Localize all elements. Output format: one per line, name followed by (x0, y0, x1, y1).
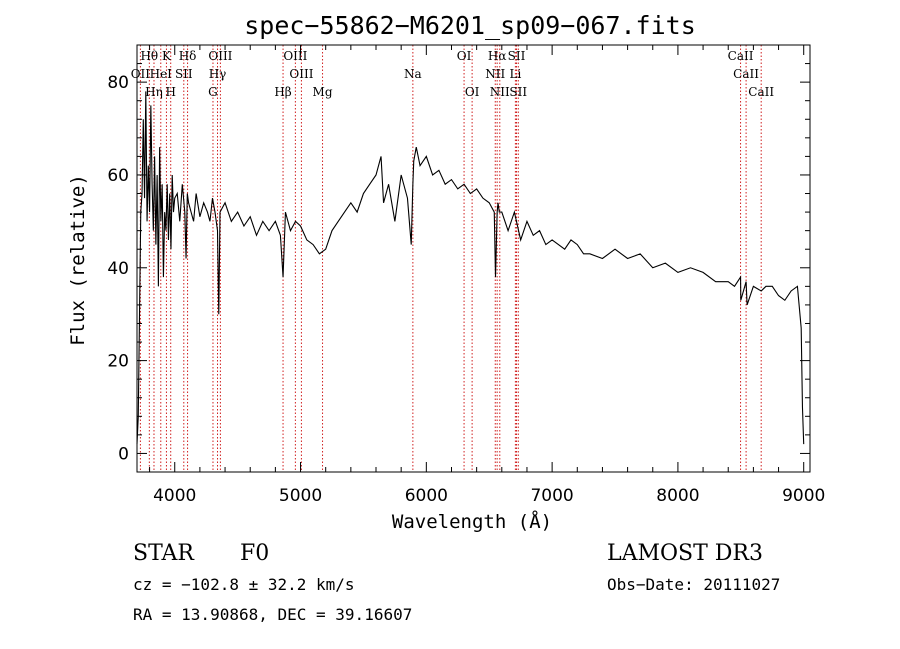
x-tick-label: 4000 (153, 486, 196, 506)
spectral-line-label: Hα (488, 49, 507, 63)
axis-tick-labels: 4000 5000 6000 7000 8000 9000 0 20 40 60 80 (107, 73, 825, 506)
spectral-line-label: K (162, 49, 172, 63)
object-subclass: F0 (240, 541, 269, 566)
spectral-line-label: OIII (283, 49, 307, 63)
object-class: STAR (133, 541, 195, 566)
axis-ticks (137, 45, 810, 473)
spectral-line-label: NII (485, 67, 505, 81)
spectral-line-label: CaII (748, 85, 774, 99)
spectral-line-label: H (165, 85, 175, 99)
spectral-line-label: Mg (313, 85, 333, 99)
spectral-line-label: Hθ (140, 49, 158, 63)
y-tick-label: 20 (107, 352, 129, 372)
spectral-line-label: SII (508, 49, 526, 63)
spectral-line-label: G (208, 85, 218, 99)
spectral-line-label: CaII (728, 49, 754, 63)
spectral-line-label: Hη (145, 85, 163, 99)
x-tick-label: 6000 (405, 486, 448, 506)
coordinates-ra-dec: RA = 13.90868, DEC = 39.16607 (133, 605, 412, 624)
x-tick-label: 8000 (656, 486, 699, 506)
spectral-line-label: Hδ (179, 49, 197, 63)
spectral-line-label: OIII (289, 67, 313, 81)
y-tick-label: 0 (118, 444, 129, 464)
spectral-line-label: SII (175, 67, 193, 81)
spectrum-series-line (136, 91, 805, 445)
spectral-line-label: HeI (150, 67, 173, 81)
plot-frame (136, 44, 811, 473)
x-tick-label: 7000 (530, 486, 573, 506)
y-tick-label: 80 (107, 73, 129, 93)
x-tick-label: 9000 (782, 486, 825, 506)
x-axis-label: Wavelength (Å) (392, 510, 552, 533)
spectral-line-label: Hβ (274, 85, 291, 99)
spectral-line-label: Li (509, 67, 521, 81)
spectral-line-label: SII (509, 85, 527, 99)
spectral-line-label: OI (465, 85, 480, 99)
y-tick-label: 60 (107, 166, 129, 186)
spectral-line-label: OII (131, 67, 151, 81)
chart-title: spec−55862−M6201_sp09−067.fits (244, 11, 696, 40)
observation-date: Obs−Date: 20111027 (607, 575, 780, 594)
spectral-line-label: Hγ (209, 67, 227, 81)
x-tick-label: 5000 (279, 486, 322, 506)
spectral-line-label: Na (404, 67, 422, 81)
spectral-line-label: OIII (208, 49, 232, 63)
spectral-line-markers (139, 45, 762, 472)
spectral-line-label: OI (457, 49, 472, 63)
y-axis-label: Flux (relative) (67, 174, 89, 346)
redshift-cz: cz = −102.8 ± 32.2 km/s (133, 575, 355, 594)
survey-name: LAMOST DR3 (607, 541, 763, 566)
spectral-line-label: NII (490, 85, 510, 99)
spectral-line-label: CaII (733, 67, 759, 81)
y-tick-label: 40 (107, 259, 129, 279)
